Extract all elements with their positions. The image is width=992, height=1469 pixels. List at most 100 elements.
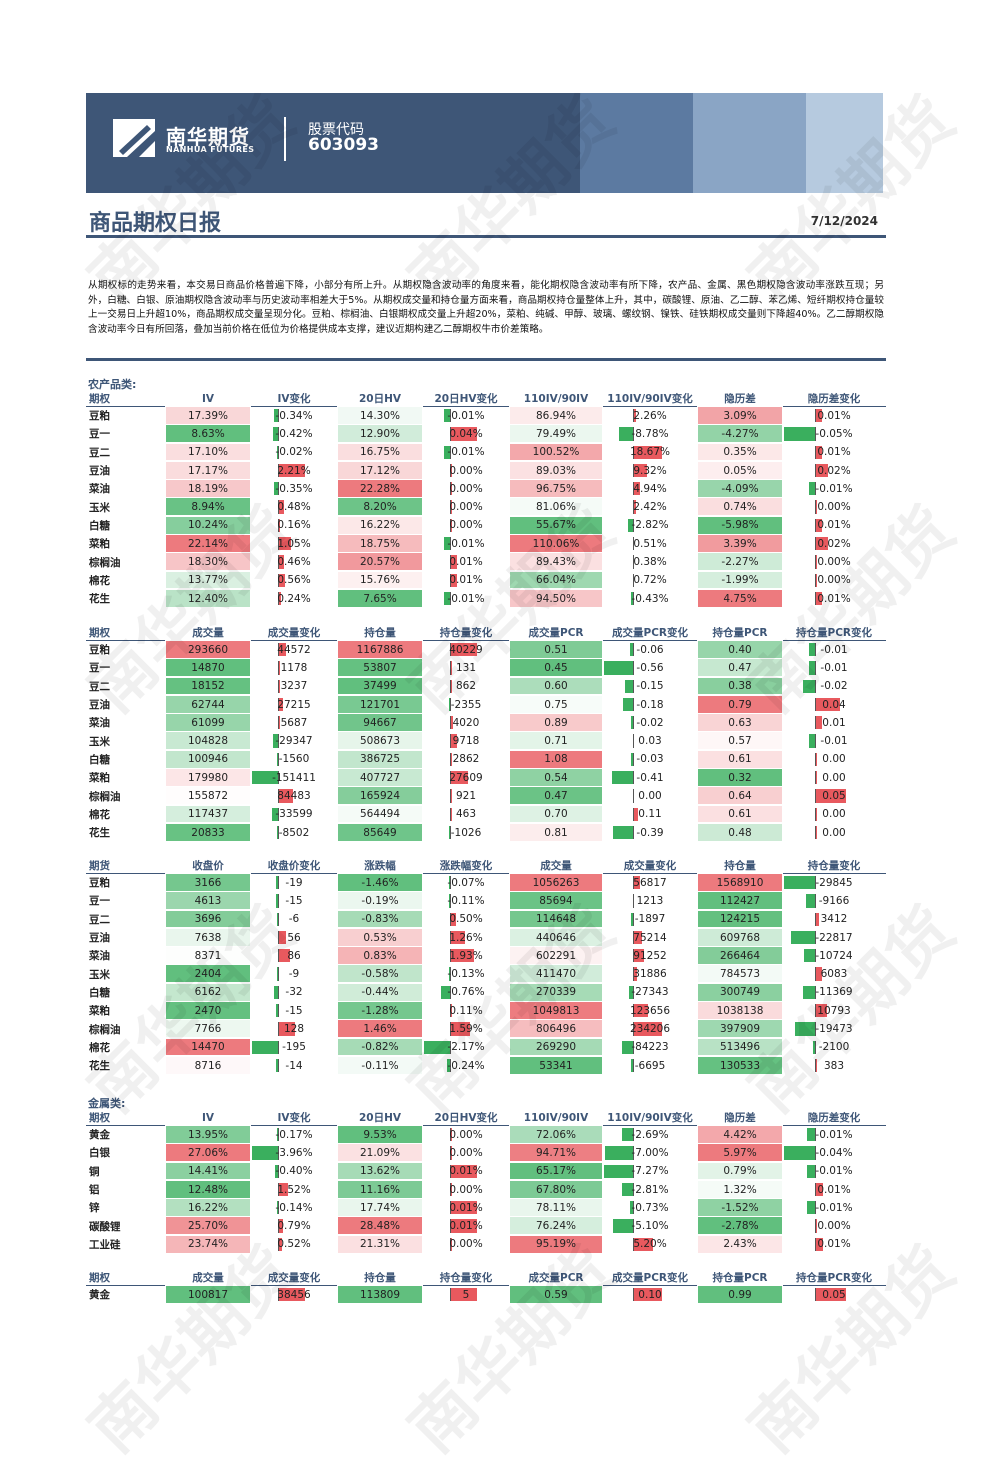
bar-axis	[450, 967, 452, 981]
cell-value: 10.24%	[187, 519, 229, 532]
bar-axis	[278, 661, 280, 675]
cell-value: 94667	[363, 716, 397, 729]
cell-value: 0.11	[638, 808, 662, 821]
table-row: 黄金 13.95% -0.17% 9.53% 0.00% 72.06% -2.69% 4.42…	[86, 1124, 886, 1145]
table-cell: 0.61	[697, 804, 783, 825]
cell-value: 14.41%	[187, 1165, 229, 1178]
cell-value: -0.04%	[815, 1146, 853, 1159]
table-cell: 0.01%	[422, 571, 510, 590]
table-cell: 17.74%	[337, 1197, 423, 1219]
table-cell: 0.53%	[337, 927, 423, 948]
bar-axis	[815, 697, 817, 712]
table-cell: 0.01%	[422, 552, 510, 572]
cell-value: 81.06%	[535, 501, 577, 514]
table-cell: -0.01	[782, 731, 886, 751]
table-cell: -5.98%	[697, 515, 783, 536]
table-row: 玉米 8.94% 0.48% 8.20% 0.00% 81.06% 2.42% 0.74% 0.…	[86, 496, 886, 518]
watermark-text: 南华期货	[395, 1233, 629, 1467]
cell-value: 豆油	[89, 699, 110, 712]
table-cell: 78.11%	[509, 1197, 603, 1219]
table-cell: 7.65%	[337, 588, 423, 609]
table-cell: 110.06%	[509, 533, 603, 554]
data-bar	[450, 555, 457, 569]
bar-axis	[632, 1219, 634, 1233]
table-cell: 2470	[165, 1000, 251, 1021]
table-cell: 0.57	[697, 730, 783, 752]
table-cell: 0.24%	[250, 589, 338, 609]
column-header: 持仓量PCR变化	[782, 625, 886, 641]
table-cell: 15.76%	[337, 570, 423, 591]
table-cell: -19	[250, 873, 338, 893]
data-bar	[278, 537, 291, 551]
bar-axis	[632, 1201, 634, 1215]
bar-axis	[450, 1004, 452, 1018]
bar-axis	[450, 1182, 452, 1197]
bar-axis	[450, 427, 452, 441]
bar-axis	[278, 912, 280, 926]
cell-value: 0.01%	[817, 519, 851, 532]
cell-value: 17.17%	[187, 464, 229, 477]
cell-value: 0.02%	[817, 537, 851, 550]
bar-axis	[632, 771, 634, 785]
table-cell: 0.59	[509, 1284, 603, 1305]
table-cell: 0.89	[509, 712, 603, 734]
table-cell: 508673	[337, 730, 423, 752]
cell-value: 1.08	[544, 753, 568, 766]
cell-value: -0.05%	[815, 427, 853, 440]
table-cell: -19473	[782, 1019, 886, 1039]
table-cell: 5.97%	[697, 1142, 783, 1164]
table-cell: 0.00%	[782, 552, 886, 572]
data-bar	[448, 697, 451, 712]
table-cell: 27609	[422, 768, 510, 788]
table-cell: 112427	[697, 890, 783, 912]
row-label: 花生	[86, 589, 166, 609]
table-cell: 0.01%	[782, 1180, 886, 1200]
data-bar	[273, 985, 279, 1000]
data-bar	[815, 537, 828, 551]
table-cell: 27215	[250, 695, 338, 715]
data-bar	[450, 716, 453, 730]
cell-value: 0.79	[728, 698, 752, 711]
table-row: 菜油 8371 86 0.83% 1.93% 602291 91252 266464 -1072…	[86, 945, 886, 967]
data-bar	[815, 1182, 824, 1197]
data-bar	[612, 825, 633, 840]
table-cell: -0.03	[602, 750, 698, 770]
column-header: 成交量	[166, 1270, 250, 1286]
bar-axis	[632, 825, 634, 840]
row-label: 豆一	[86, 658, 166, 678]
table-cell: 113809	[337, 1284, 423, 1305]
cell-value: 21.09%	[359, 1146, 401, 1159]
cell-value: -84223	[631, 1041, 669, 1054]
data-bar	[804, 949, 816, 963]
cell-value: 工业硅	[89, 1238, 121, 1251]
data-bar	[631, 591, 633, 606]
cell-value: 0.16%	[277, 519, 311, 532]
data-bar	[632, 482, 641, 496]
table-cell: 4.94%	[602, 479, 698, 499]
cell-value: 128	[283, 1023, 305, 1036]
bar-axis	[632, 482, 634, 496]
table-cell: 0.10	[602, 1285, 698, 1305]
table-cell: -15	[250, 1001, 338, 1021]
bar-axis	[450, 1058, 452, 1073]
data-bar	[278, 500, 284, 514]
table-cell: 56	[250, 928, 338, 948]
cell-value: -19	[285, 876, 303, 889]
table-cell: -27343	[602, 983, 698, 1003]
data-bar	[632, 1237, 654, 1252]
table-cell: -0.11%	[337, 1055, 423, 1076]
bar-axis	[815, 537, 817, 551]
cell-value: 61099	[191, 716, 225, 729]
table-cell: 96.75%	[509, 478, 603, 500]
table-cell: -22817	[782, 928, 886, 948]
column-header: 隐历差	[698, 391, 782, 407]
cell-value: 124215	[719, 913, 761, 926]
bar-axis	[450, 463, 452, 478]
table-cell: 14.30%	[337, 405, 423, 426]
table-cell: 18.67%	[602, 443, 698, 462]
column-header: 隐历差变化	[782, 1110, 886, 1126]
bar-axis	[632, 912, 634, 926]
row-label: 棕榈油	[86, 786, 166, 806]
table-cell: 0.00%	[422, 497, 510, 517]
cell-value: 0.01%	[449, 574, 483, 587]
